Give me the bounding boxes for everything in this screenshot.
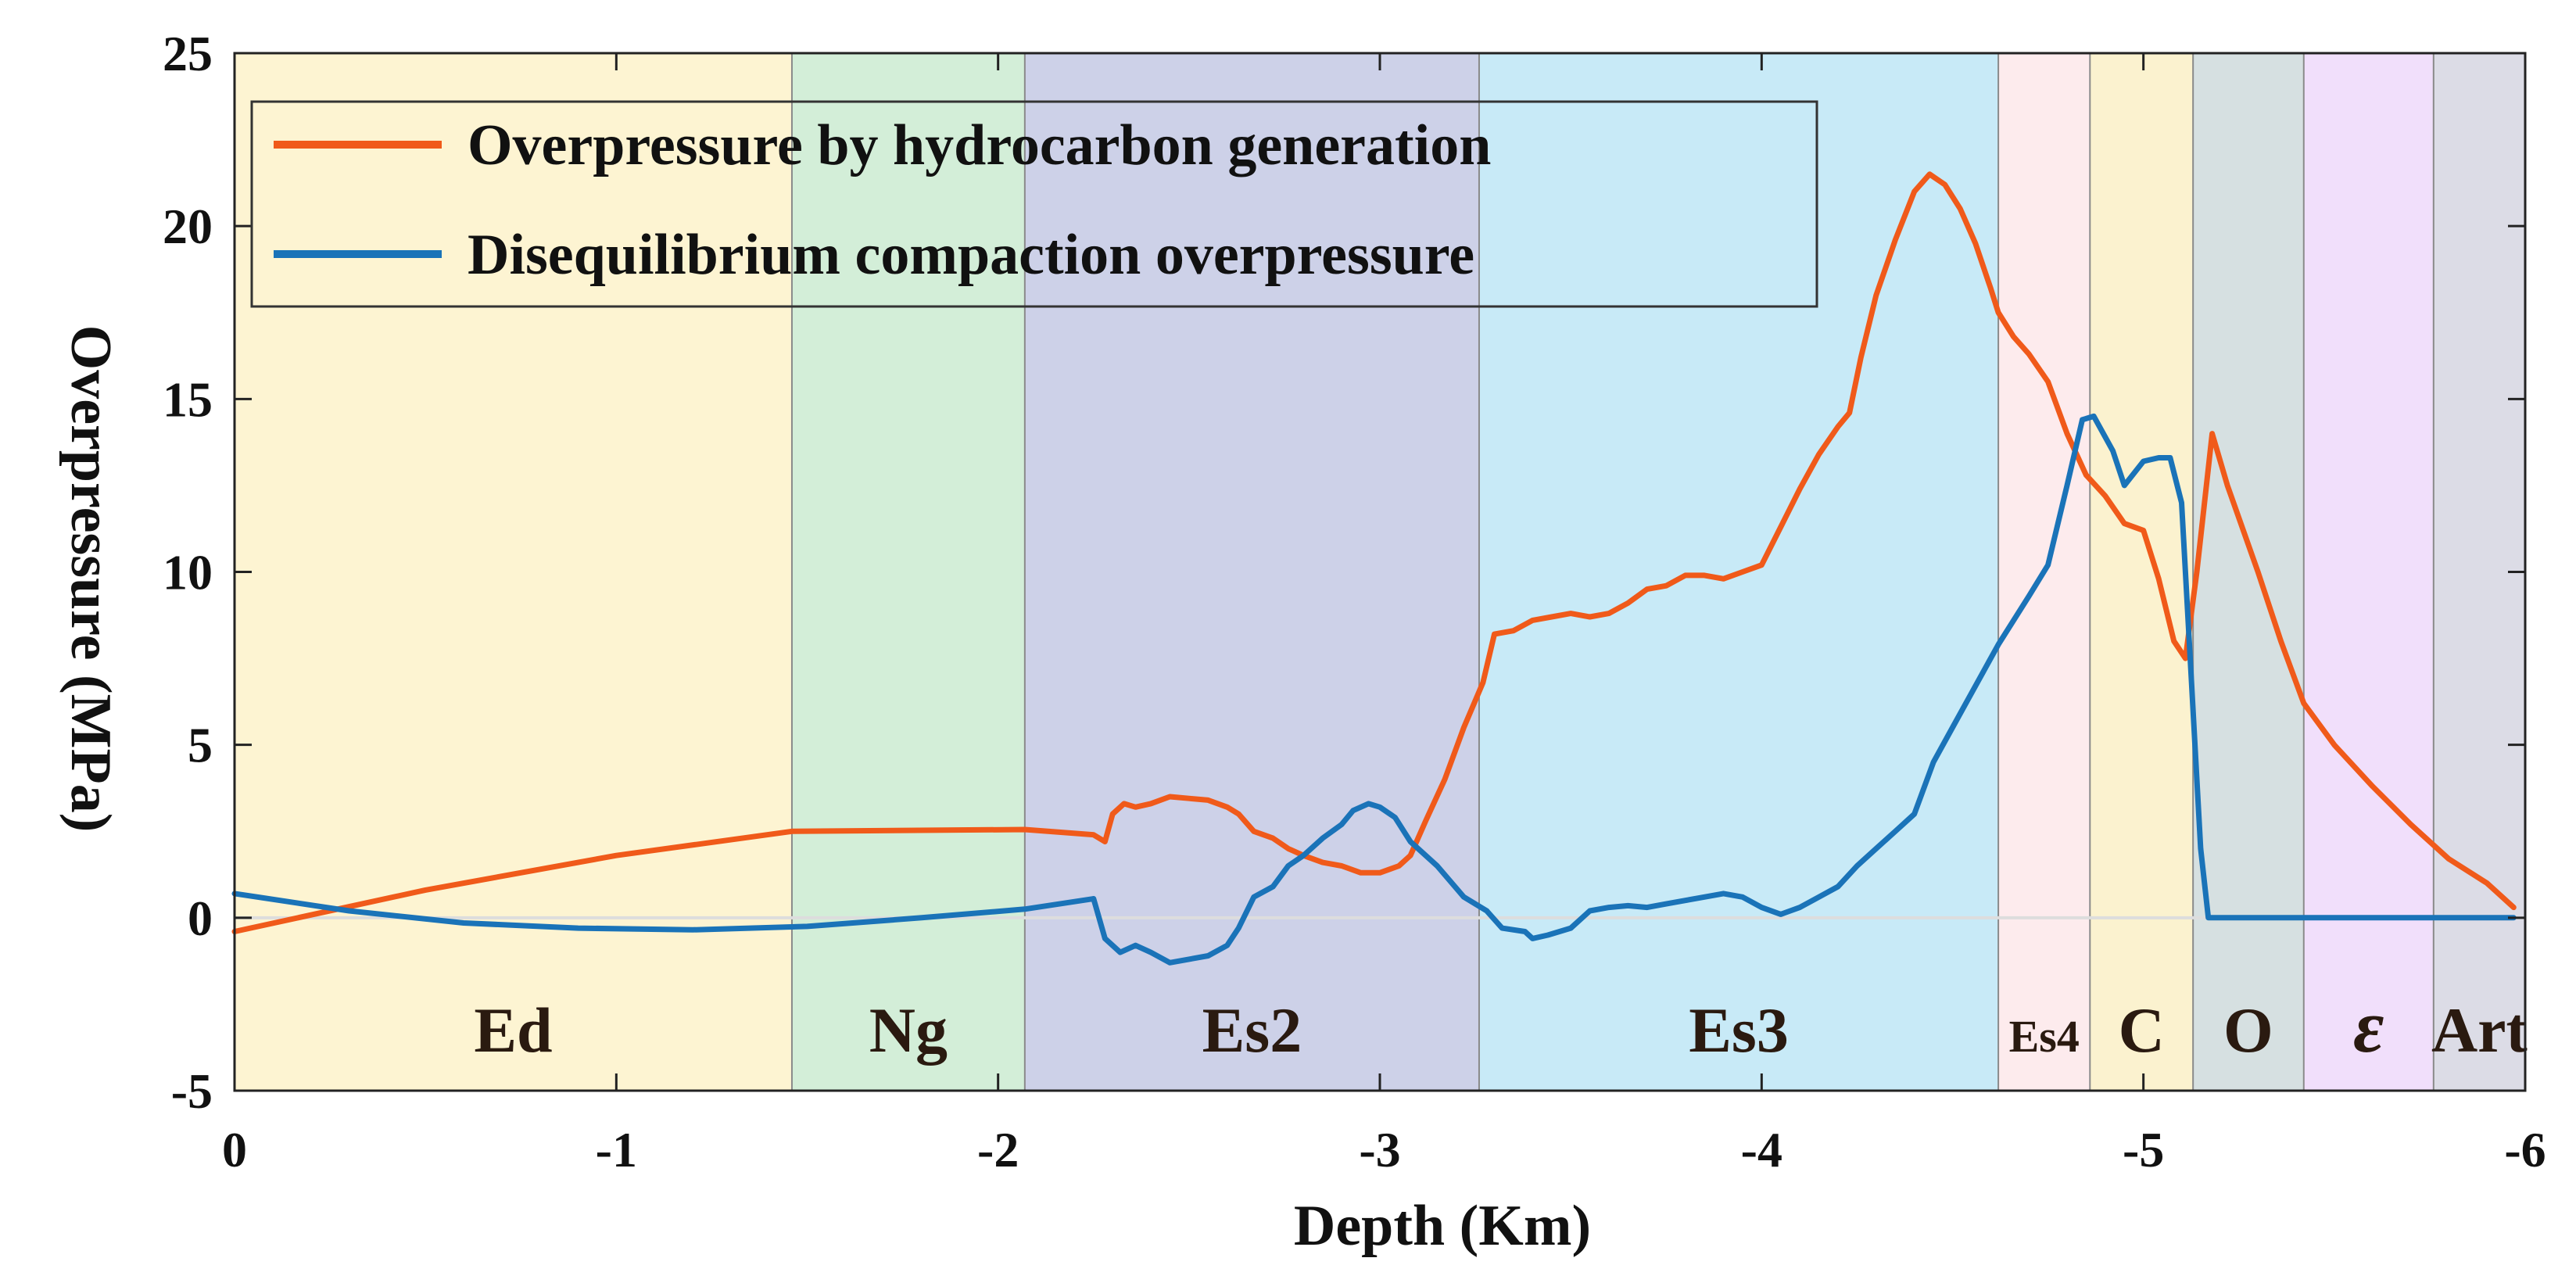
y-tick-label-3: 10 bbox=[163, 545, 213, 600]
zone-label-3: Es3 bbox=[1689, 995, 1789, 1066]
x-tick-label-5: -5 bbox=[2123, 1122, 2164, 1177]
zone-7 bbox=[2303, 53, 2434, 1091]
zone-label-4: Es4 bbox=[2009, 1011, 2080, 1062]
legend-box bbox=[250, 100, 1818, 308]
zone-2 bbox=[1024, 53, 1479, 1091]
x-tick-label-4: -4 bbox=[1741, 1122, 1782, 1177]
y-tick-label-1: 0 bbox=[188, 891, 213, 946]
formation-zones bbox=[235, 53, 2525, 1091]
zone-1 bbox=[791, 53, 1025, 1091]
y-tick-label-6: 25 bbox=[163, 26, 213, 81]
series-line-1 bbox=[231, 413, 2517, 966]
zone-label-7: ε bbox=[2353, 984, 2384, 1068]
y-axis-title: Overpressure (MPa) bbox=[59, 325, 123, 833]
series-line-0 bbox=[231, 171, 2517, 934]
zone-label-5: C bbox=[2119, 995, 2165, 1066]
zone-label-1: Ng bbox=[869, 995, 948, 1066]
series-lines bbox=[231, 171, 2517, 966]
y-tick-label-2: 5 bbox=[188, 718, 213, 773]
x-axis-title: Depth (Km) bbox=[1294, 1194, 1591, 1258]
legend-label-hydrocarbon: Overpressure by hydrocarbon generation bbox=[468, 113, 1491, 177]
x-tick-label-3: -3 bbox=[1359, 1122, 1400, 1177]
x-tick-label-1: -1 bbox=[596, 1122, 637, 1177]
zone-label-8: Art bbox=[2431, 995, 2528, 1066]
zone-0 bbox=[235, 53, 792, 1091]
x-tick-label-2: -2 bbox=[977, 1122, 1019, 1177]
zone-label-2: Es2 bbox=[1202, 995, 1302, 1066]
legend: Overpressure by hydrocarbon generation D… bbox=[250, 100, 1818, 308]
y-tick-label-4: 15 bbox=[163, 371, 213, 427]
x-tick-label-6: -6 bbox=[2504, 1122, 2546, 1177]
y-tick-label-5: 20 bbox=[163, 199, 213, 254]
zone-label-0: Ed bbox=[474, 995, 552, 1066]
zone-5 bbox=[2090, 53, 2194, 1091]
x-tick-label-0: 0 bbox=[222, 1122, 247, 1177]
zone-label-6: O bbox=[2223, 995, 2273, 1066]
zone-6 bbox=[2193, 53, 2304, 1091]
legend-label-compaction: Disequilibrium compaction overpressure bbox=[468, 223, 1474, 287]
y-tick-label-0: -5 bbox=[171, 1063, 213, 1119]
